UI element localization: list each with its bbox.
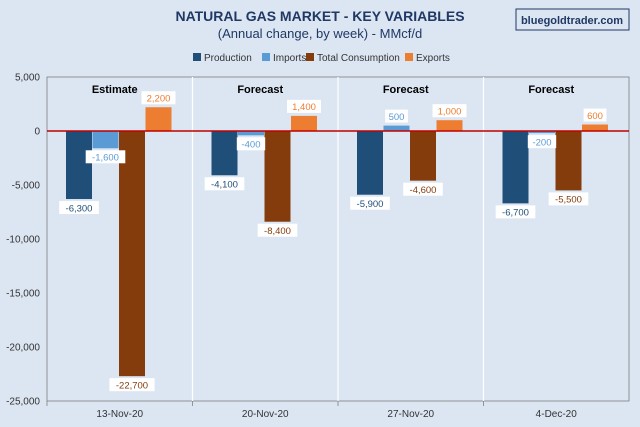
data-label: -5,900: [350, 196, 390, 210]
legend-item: Production: [193, 53, 252, 64]
data-label: -22,700: [109, 378, 155, 391]
data-label: 2,200: [141, 91, 176, 105]
bars: [66, 107, 608, 377]
data-label-text: 1,400: [292, 102, 316, 113]
data-label-text: -8,400: [264, 226, 291, 237]
data-label: -4,600: [403, 182, 443, 196]
y-tick-label: 5,000: [15, 73, 40, 84]
data-label: -400: [236, 137, 266, 151]
data-label: -8,400: [257, 223, 298, 237]
legend-item: Imports: [262, 53, 306, 64]
data-label-text: 1,000: [438, 107, 462, 118]
x-axis: 13-Nov-20 20-Nov-20 27-Nov-20 4-Dec-20: [46, 401, 578, 420]
y-tick-label: -5,000: [12, 181, 41, 192]
data-label-text: -4,100: [211, 180, 238, 191]
chart-title: NATURAL GAS MARKET - KEY VARIABLES: [175, 8, 464, 24]
bar-exports: [582, 124, 608, 131]
legend-label: Production: [204, 53, 252, 64]
data-label: -6,700: [495, 205, 536, 219]
data-label-text: -5,500: [555, 195, 582, 206]
bar-production: [502, 131, 529, 204]
bar-total-consumption: [264, 131, 291, 222]
data-label: -4,100: [204, 177, 245, 191]
brand-box: bluegoldtrader.com: [515, 8, 630, 31]
data-label: 1,000: [432, 104, 467, 118]
y-tick-label: -25,000: [6, 397, 40, 408]
data-label-text: -200: [532, 137, 551, 148]
legend-swatch: [405, 53, 413, 61]
group-label: Forecast: [383, 84, 429, 96]
data-label: -200: [527, 135, 557, 148]
data-label-text: -4,600: [410, 185, 437, 196]
data-label-text: 500: [389, 112, 405, 123]
bar-production: [66, 131, 92, 200]
bar-exports: [291, 115, 317, 131]
legend-swatch: [306, 53, 314, 61]
legend-label: Imports: [273, 53, 306, 64]
legend: Production Imports Total Consumption Export…: [193, 53, 450, 64]
data-label-text: -1,600: [92, 153, 119, 164]
bar-production: [211, 131, 238, 176]
data-label-text: -5,900: [357, 199, 384, 210]
y-tick-label: 0: [34, 127, 40, 138]
y-tick-label: -20,000: [6, 343, 40, 354]
data-label-text: -6,700: [502, 208, 529, 219]
data-label-text: 2,200: [147, 94, 171, 105]
data-label: -6,300: [59, 201, 99, 214]
group-label: Forecast: [528, 84, 574, 96]
y-tick-label: -10,000: [6, 235, 40, 246]
bar-total-consumption: [555, 131, 582, 191]
data-label: 600: [583, 108, 607, 122]
bar-total-consumption: [410, 131, 436, 181]
x-tick-label: 27-Nov-20: [387, 409, 434, 420]
legend-item: Exports: [405, 53, 450, 64]
data-label: 1,400: [287, 99, 321, 113]
bar-total-consumption: [119, 131, 145, 377]
data-label-text: 600: [587, 111, 603, 122]
y-tick-label: -15,000: [6, 289, 40, 300]
bar-exports: [436, 120, 463, 131]
bar-imports: [383, 125, 410, 131]
group-label: Forecast: [237, 84, 283, 96]
legend-item: Total Consumption: [306, 53, 400, 64]
bar-production: [357, 131, 383, 195]
legend-swatch: [262, 53, 270, 61]
data-label: -1,600: [85, 150, 126, 164]
legend-label: Exports: [416, 53, 450, 64]
bar-imports: [92, 131, 119, 149]
data-label: -5,500: [548, 192, 589, 206]
group-labels: Estimate Forecast Forecast Forecast: [92, 84, 575, 96]
brand-label: bluegoldtrader.com: [521, 15, 623, 27]
data-label-text: -400: [241, 140, 260, 151]
x-tick-label: 20-Nov-20: [242, 409, 289, 420]
bar-imports: [529, 131, 555, 134]
chart-subtitle: (Annual change, by week) - MMcf/d: [218, 26, 422, 41]
x-tick-label: 4-Dec-20: [536, 409, 578, 420]
group-label: Estimate: [92, 84, 138, 96]
data-label-text: -22,700: [116, 380, 148, 391]
legend-swatch: [193, 53, 201, 61]
legend-label: Total Consumption: [317, 53, 400, 64]
y-axis: 5,000 0 -5,000 -10,000 -15,000 -20,000 -25,000: [6, 73, 40, 408]
data-label: 500: [385, 109, 408, 123]
bar-exports: [145, 107, 172, 131]
x-tick-label: 13-Nov-20: [96, 409, 143, 420]
data-labels: -6,300 -4,100 -5,900 -6,700 -1,600 -400 500 -20…: [59, 91, 607, 391]
bar-imports: [238, 131, 264, 136]
data-label-text: -6,300: [66, 203, 93, 214]
